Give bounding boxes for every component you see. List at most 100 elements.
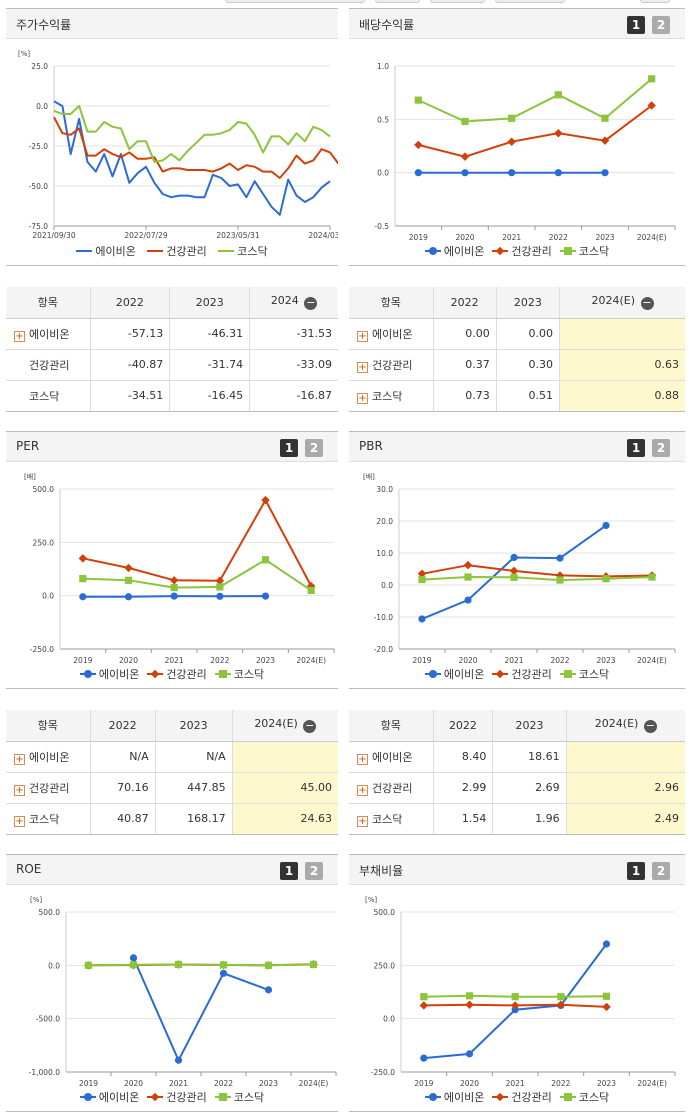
- data-point: [465, 1050, 474, 1058]
- expand-icon[interactable]: +: [357, 784, 368, 796]
- table-header-row: 항목 2022 2023 2024(E) −: [349, 287, 685, 319]
- view-2-button[interactable]: 2: [652, 439, 670, 457]
- data-point: [554, 91, 562, 99]
- data-point: [602, 992, 611, 1000]
- table-cell: 24.63: [231, 803, 338, 835]
- table-cell: 0.00: [432, 318, 497, 350]
- collapse-icon[interactable]: −: [643, 719, 657, 734]
- data-point: [124, 593, 133, 601]
- view-1-button[interactable]: 1: [627, 862, 645, 880]
- row-label[interactable]: + 에이비온: [6, 318, 90, 350]
- data-point: [511, 993, 519, 1001]
- data-point: [216, 583, 224, 591]
- panel-header: PBR 1 2: [349, 432, 685, 462]
- expand-icon[interactable]: +: [14, 753, 25, 765]
- top-tab[interactable]: [495, 0, 565, 3]
- column-header[interactable]: 2024(E) −: [558, 287, 685, 319]
- column-header[interactable]: 2024(E) −: [231, 710, 338, 742]
- row-label[interactable]: + 건강관리: [6, 772, 90, 804]
- x-tick-label: 2023: [595, 233, 614, 242]
- view-1-button[interactable]: 1: [627, 16, 645, 34]
- column-header[interactable]: 2024(E) −: [565, 710, 685, 742]
- expand-icon[interactable]: +: [14, 330, 25, 342]
- data-point: [414, 169, 422, 177]
- x-tick-label: 2022: [214, 1079, 233, 1088]
- row-label[interactable]: + 코스닥: [6, 803, 90, 835]
- view-2-button[interactable]: 2: [652, 16, 670, 34]
- data-point: [648, 75, 656, 83]
- table-cell: -16.45: [169, 380, 250, 412]
- table-row: + 에이비온 8.40 18.61: [349, 741, 685, 773]
- series-line: [421, 575, 653, 582]
- column-header: 2022: [89, 287, 170, 319]
- legend-item-s2: 건강관리: [492, 666, 552, 682]
- data-point: [418, 615, 426, 623]
- x-tick-label: 2020: [455, 233, 474, 242]
- data-point: [215, 576, 225, 585]
- row-label[interactable]: + 건강관리: [349, 772, 433, 804]
- expand-icon[interactable]: +: [357, 392, 368, 404]
- legend-item-s1: 에이비온: [76, 243, 136, 259]
- data-point: [216, 592, 224, 600]
- row-label[interactable]: + 에이비온: [349, 741, 433, 773]
- collapse-icon[interactable]: −: [304, 296, 318, 311]
- data-point: [508, 169, 516, 177]
- top-tab[interactable]: [430, 0, 485, 3]
- x-tick-label: 2019: [79, 1079, 98, 1088]
- expand-icon[interactable]: +: [357, 361, 368, 373]
- data-point: [170, 583, 178, 592]
- y-tick-label: 20.0: [376, 517, 393, 526]
- series-line: [418, 104, 653, 158]
- top-tab[interactable]: [375, 0, 420, 3]
- row-label[interactable]: + 코스닥: [349, 803, 433, 835]
- panel-header: 배당수익률 1 2: [349, 9, 685, 39]
- top-tab[interactable]: [225, 0, 365, 3]
- x-tick-label: 2022: [551, 1079, 570, 1088]
- view-2-button[interactable]: 2: [652, 862, 670, 880]
- table-row: + 건강관리 2.99 2.69 2.96: [349, 772, 685, 804]
- view-2-button[interactable]: 2: [305, 862, 323, 880]
- series-line: [53, 105, 331, 163]
- y-tick-label: 0.0: [36, 102, 48, 111]
- expand-icon[interactable]: +: [357, 753, 368, 765]
- row-label[interactable]: + 에이비온: [6, 741, 90, 773]
- row-label[interactable]: + 건강관리: [349, 349, 433, 381]
- collapse-icon[interactable]: −: [640, 296, 654, 311]
- row-label[interactable]: + 코스닥: [349, 380, 433, 412]
- x-tick-label: 2020: [124, 1079, 143, 1088]
- chart-legend: 에이비온 건강관리 코스닥: [6, 666, 338, 682]
- expand-icon[interactable]: +: [14, 784, 25, 796]
- view-1-button[interactable]: 1: [280, 439, 298, 457]
- table-cell: [231, 741, 338, 773]
- data-point: [647, 101, 656, 110]
- y-tick-label: -0.5: [374, 222, 389, 231]
- data-point: [414, 140, 423, 150]
- column-header: 2022: [89, 710, 156, 742]
- view-1-button[interactable]: 1: [280, 862, 298, 880]
- expand-icon[interactable]: +: [357, 815, 368, 827]
- row-label[interactable]: + 에이비온: [349, 318, 433, 350]
- top-tab[interactable]: [640, 0, 670, 3]
- expand-icon[interactable]: +: [14, 815, 25, 827]
- per-chart: [배] 500.0 250.0 0.0 -250.0 2019 2020 2021 2022 20…: [24, 472, 335, 665]
- expand-icon[interactable]: +: [357, 330, 368, 342]
- collapse-icon[interactable]: −: [303, 719, 317, 734]
- column-header[interactable]: 2024 −: [249, 287, 338, 319]
- view-1-button[interactable]: 1: [627, 439, 645, 457]
- x-tick-label: 2021: [169, 1079, 188, 1088]
- row-label: 코스닥: [6, 380, 90, 412]
- series-line: [423, 943, 608, 1060]
- table-cell: -34.51: [89, 380, 170, 412]
- table-cell: [558, 318, 685, 350]
- table-row: + 건강관리 70.16 447.85 45.00: [6, 772, 338, 804]
- table-cell: 2.49: [565, 803, 685, 835]
- pbr-panel: PBR 1 2 [배] 30.0 20.0 10.0 0.0 -10.0 -20.0 2019…: [349, 431, 685, 689]
- table-cell: 0.00: [495, 318, 560, 350]
- x-tick-label: 2021: [504, 656, 523, 665]
- table-row: + 코스닥 1.54 1.96 2.49: [349, 803, 685, 835]
- view-2-button[interactable]: 2: [305, 439, 323, 457]
- data-point: [510, 553, 518, 562]
- series-line: [82, 498, 313, 587]
- panel-title: ROE: [16, 862, 42, 876]
